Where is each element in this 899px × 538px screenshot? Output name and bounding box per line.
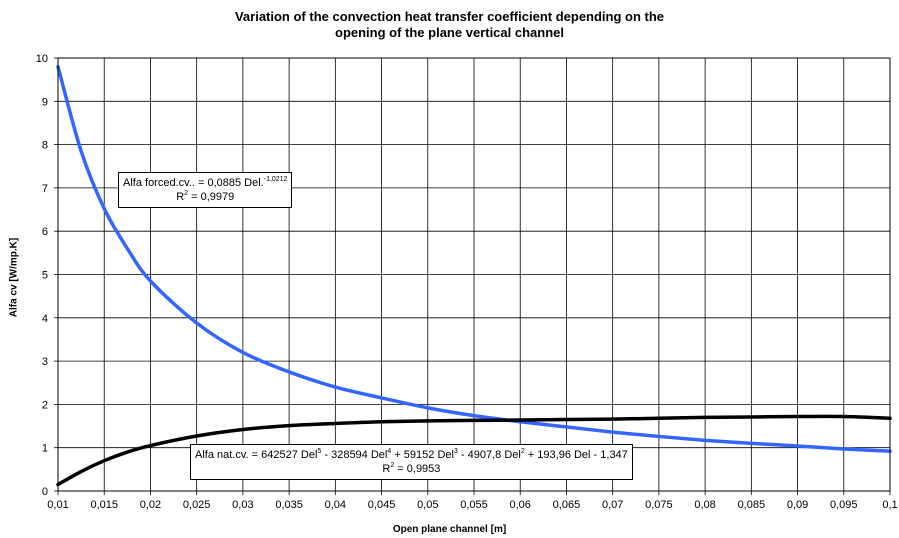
x-tick-label: 0,075 — [645, 499, 673, 511]
natural-r2: R2 = 0,9953 — [195, 462, 628, 476]
axes — [54, 57, 891, 495]
forced-r2-exponent: 2 — [184, 190, 189, 197]
x-tick-label: 0,04 — [325, 499, 346, 511]
natural-convection-equation-box: Alfa nat.cv. = 642527 Del5 - 328594 Del4… — [190, 444, 633, 480]
natural-equation: Alfa nat.cv. = 642527 Del5 - 328594 Del4… — [195, 448, 628, 462]
x-tick-label: 0,045 — [368, 499, 396, 511]
nat-term-3: + 59152 Del — [391, 449, 454, 461]
forced-convection-equation-box: Alfa forced.cv.. = 0,0885 Del.-1,0212 R2… — [118, 172, 293, 208]
x-tick-label: 0,09 — [787, 499, 808, 511]
chart-title-line-2: opening of the plane vertical channel — [335, 25, 564, 40]
x-tick-label: 0,03 — [232, 499, 253, 511]
x-tick-label: 0,065 — [553, 499, 581, 511]
y-tick-labels: 0 1 2 3 4 5 6 7 8 9 10 — [36, 53, 48, 498]
y-tick-label: 2 — [42, 399, 48, 411]
forced-r2-symbol: R — [176, 191, 185, 203]
y-tick-label: 3 — [42, 356, 48, 368]
nat-exp-4: 2 — [520, 448, 525, 455]
y-tick-label: 8 — [42, 140, 48, 152]
x-tick-label: 0,085 — [738, 499, 766, 511]
nat-term-4: - 4907,8 Del — [457, 449, 521, 461]
nat-term-1: Alfa nat.cv. = 642527 Del — [195, 449, 318, 461]
y-tick-label: 0 — [42, 486, 48, 498]
x-tick-label: 0,07 — [602, 499, 623, 511]
forced-convection-curve — [56, 64, 892, 453]
y-tick-label: 9 — [42, 96, 48, 108]
nat-r2-exponent: 2 — [390, 462, 395, 469]
forced-r2: R2 = 0,9979 — [123, 190, 287, 204]
nat-exp-3: 3 — [453, 448, 458, 455]
nat-term-5: + 193,96 Del - 1,347 — [524, 449, 628, 461]
nat-term-2: - 328594 Del — [321, 449, 388, 461]
y-tick-label: 5 — [42, 270, 48, 282]
forced-equation: Alfa forced.cv.. = 0,0885 Del.-1,0212 — [123, 176, 287, 190]
y-tick-label: 1 — [42, 443, 48, 455]
natural-convection-curve — [56, 414, 892, 487]
x-tick-label: 0,015 — [90, 499, 118, 511]
x-tick-label: 0,025 — [183, 499, 211, 511]
chart-title-line-1: Variation of the convection heat transfe… — [234, 9, 665, 24]
plot-area-frame — [57, 57, 891, 492]
y-axis-label: Alfa cv [W/mp.K] — [8, 237, 20, 318]
x-tick-label: 0,095 — [830, 499, 858, 511]
forced-equation-exponent: -1,0212 — [263, 176, 288, 183]
x-tick-label: 0,08 — [694, 499, 715, 511]
forced-r2-value: = 0,9979 — [188, 191, 235, 203]
x-tick-label: 0,05 — [417, 499, 438, 511]
x-axis-label: Open plane channel [m] — [392, 524, 507, 535]
grid-lines — [57, 57, 891, 492]
x-tick-label: 0,1 — [882, 499, 897, 511]
y-tick-label: 10 — [36, 53, 48, 65]
nat-r2-symbol: R — [382, 463, 391, 475]
x-tick-label: 0,06 — [510, 499, 531, 511]
forced-equation-text: Alfa forced.cv.. = 0,0885 Del. — [123, 177, 264, 189]
x-tick-label: 0,035 — [275, 499, 303, 511]
y-tick-label: 4 — [42, 313, 48, 325]
x-tick-labels: 0,01 0,015 0,02 0,025 0,03 0,035 0,04 0,045 0,05… — [47, 499, 897, 511]
x-tick-label: 0,01 — [47, 499, 68, 511]
nat-exp-2: 4 — [387, 448, 392, 455]
y-tick-label: 6 — [42, 226, 48, 238]
x-tick-label: 0,055 — [460, 499, 488, 511]
x-tick-label: 0,02 — [140, 499, 161, 511]
y-tick-label: 7 — [42, 183, 48, 195]
nat-exp-1: 5 — [317, 448, 322, 455]
series-group — [56, 64, 892, 487]
nat-r2-value: = 0,9953 — [394, 463, 441, 475]
